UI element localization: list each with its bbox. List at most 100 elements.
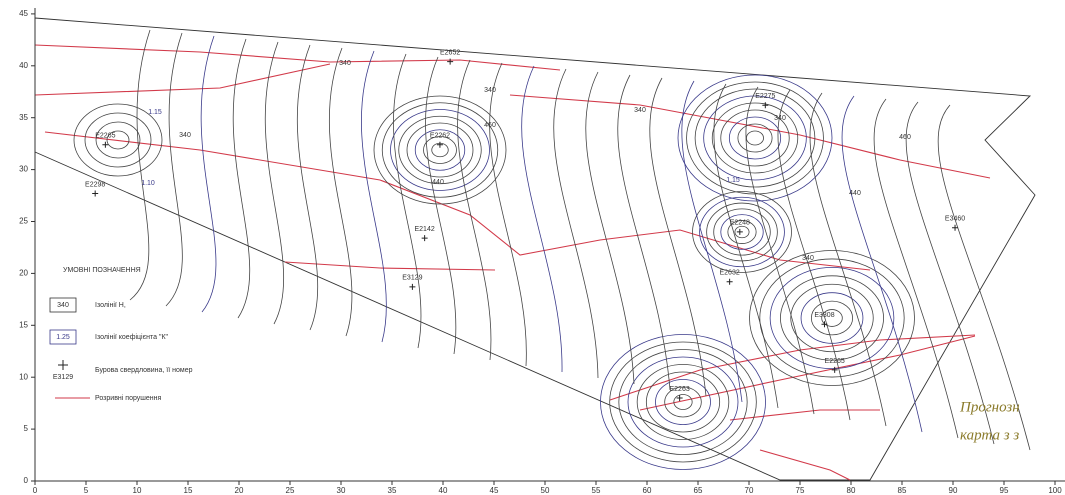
- isoline: [937, 104, 1031, 451]
- isoline: [398, 115, 482, 185]
- isoline: [699, 196, 785, 268]
- isoline: [609, 341, 757, 463]
- well-label: E2265: [95, 133, 115, 140]
- well: [447, 58, 454, 65]
- contour-label: 340: [774, 115, 786, 122]
- legend-box: [49, 297, 77, 313]
- isoline: [720, 109, 790, 167]
- x-tick-label: 70: [745, 486, 754, 495]
- contour-label: 440: [432, 179, 444, 186]
- x-tick-label: 100: [1048, 486, 1062, 495]
- well-label: E2265: [825, 358, 845, 365]
- isoline: [664, 386, 702, 418]
- x-tick-label: 5: [84, 486, 89, 495]
- isoline: [106, 130, 130, 150]
- contours: [34, 17, 1036, 481]
- well: [436, 141, 443, 148]
- well-label: E2275: [755, 93, 775, 100]
- isoline: [200, 35, 217, 313]
- well-label: E3129: [402, 275, 422, 282]
- isoline: [627, 356, 739, 448]
- isoline: [73, 103, 163, 177]
- isoline: [728, 116, 782, 160]
- x-tick-label: 40: [439, 486, 448, 495]
- x-tick-label: 80: [847, 486, 856, 495]
- well-label: E2652: [440, 49, 460, 56]
- x-tick-label: 55: [592, 486, 601, 495]
- legend-text: Бурова свердловина, її номер: [95, 367, 193, 374]
- well: [102, 141, 109, 148]
- x-tick-label: 25: [286, 486, 295, 495]
- isoline: [677, 74, 833, 202]
- fault: [34, 44, 561, 71]
- well: [92, 190, 99, 197]
- x-tick-label: 30: [337, 486, 346, 495]
- isoline: [406, 122, 474, 178]
- legend-text: Ізолінії H,: [95, 301, 126, 309]
- contour-label: 440: [849, 190, 861, 197]
- contour-label: 460: [899, 134, 911, 141]
- isoline: [703, 95, 807, 181]
- y-tick-label: 5: [24, 424, 29, 433]
- isoline: [425, 56, 457, 355]
- well: [726, 278, 733, 285]
- isoline: [232, 38, 251, 319]
- y-tick-label: 35: [19, 113, 28, 122]
- fault: [729, 409, 880, 421]
- isoline: [905, 101, 995, 445]
- well: [952, 224, 959, 231]
- fault: [609, 334, 976, 401]
- isoline: [746, 130, 764, 146]
- isoline: [585, 71, 635, 385]
- x-tick-label: 75: [796, 486, 805, 495]
- well-label: E2248: [730, 220, 750, 227]
- fault: [34, 63, 331, 96]
- isoline: [618, 349, 748, 455]
- isoline: [692, 191, 792, 273]
- contour-label: 1.15: [726, 177, 740, 184]
- x-tick-label: 95: [1000, 486, 1009, 495]
- isoline: [737, 123, 773, 153]
- well-label: E2263: [670, 386, 690, 393]
- legend-sample: 1.25: [56, 334, 70, 341]
- isoline: [727, 220, 757, 244]
- x-tick-label: 15: [184, 486, 193, 495]
- isoline: [553, 68, 599, 379]
- well: [421, 235, 428, 242]
- isoline: [361, 50, 387, 343]
- caption: Прогнозн: [959, 399, 1020, 415]
- well-label: E2298: [85, 181, 105, 188]
- area-boundary: [34, 17, 1036, 481]
- well: [762, 102, 769, 109]
- contour-label: 1.15: [148, 109, 162, 116]
- isoline: [769, 266, 895, 370]
- legend-text: Ізолінії коефіцієнта "К": [95, 333, 169, 341]
- isoline: [734, 225, 750, 239]
- isoline: [521, 65, 563, 373]
- y-tick-label: 25: [19, 217, 28, 226]
- isoline: [655, 379, 711, 425]
- legend-box: [49, 329, 77, 345]
- x-tick-label: 10: [133, 486, 142, 495]
- isoline: [390, 109, 490, 191]
- legend-title: УМОВНІ ПОЗНАЧЕННЯ: [63, 267, 141, 274]
- isoline: [777, 89, 851, 421]
- x-tick-label: 90: [949, 486, 958, 495]
- isoline: [841, 95, 923, 433]
- y-tick-label: 45: [19, 9, 28, 18]
- well-label: E2262: [430, 133, 450, 140]
- isoline: [809, 92, 887, 427]
- isoline: [636, 364, 730, 440]
- contour-label: 340: [802, 255, 814, 262]
- isoline: [790, 283, 874, 353]
- isoline: [393, 53, 422, 349]
- x-tick-label: 65: [694, 486, 703, 495]
- isoline: [749, 250, 915, 386]
- isoline: [600, 334, 766, 470]
- x-tick-label: 45: [490, 486, 499, 495]
- isoline: [720, 214, 764, 250]
- contour-label: 340: [484, 87, 496, 94]
- legend-sample: E3129: [53, 374, 73, 381]
- contour-label: 340: [634, 107, 646, 114]
